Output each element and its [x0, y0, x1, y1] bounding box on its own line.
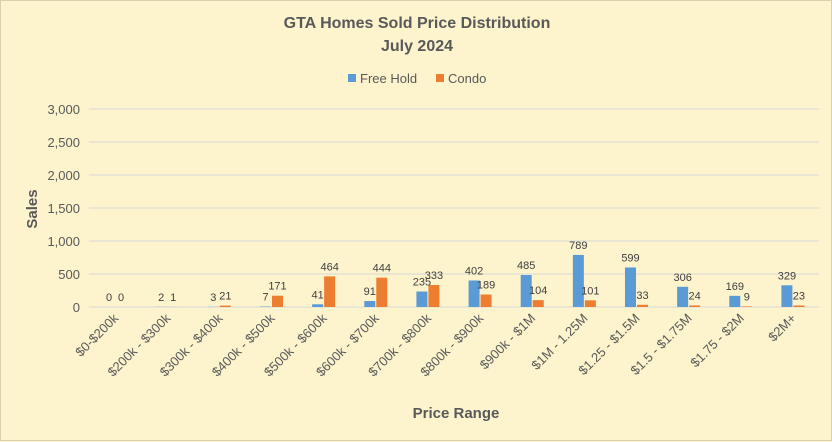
data-label: 0: [118, 292, 124, 304]
y-tick-label: 2,000: [47, 168, 80, 183]
bar-condo: [481, 295, 492, 307]
chart-title: GTA Homes Sold Price Distribution: [284, 15, 551, 32]
x-category-label: $2M+: [765, 311, 799, 345]
legend-swatch-condo: [436, 74, 444, 82]
data-label: 104: [529, 285, 547, 297]
bar-condo: [376, 278, 387, 307]
bar-condo: [324, 276, 335, 307]
legend-swatch-free-hold: [348, 74, 356, 82]
y-axis-title: Sales: [24, 189, 41, 228]
bar-free-hold: [625, 267, 636, 307]
data-label: 21: [219, 291, 231, 303]
y-axis-ticks: 0 500 1,000 1,500 2,000 2,500 3,000: [47, 102, 80, 315]
data-label: 41: [312, 289, 324, 301]
legend-label-condo: Condo: [448, 71, 486, 86]
data-label: 306: [673, 272, 691, 284]
y-tick-label: 2,500: [47, 135, 80, 150]
y-tick-label: 500: [58, 267, 80, 282]
data-label: 333: [425, 270, 443, 282]
data-label: 1: [170, 292, 176, 304]
data-label: 789: [569, 240, 587, 252]
data-label: 444: [373, 263, 391, 275]
data-label: 33: [636, 290, 648, 302]
bar-condo: [689, 305, 700, 307]
data-label: 485: [517, 260, 535, 272]
data-label: 189: [477, 280, 495, 292]
data-label: 7: [262, 292, 268, 304]
data-label: 599: [621, 252, 639, 264]
legend: Free Hold Condo: [348, 71, 486, 86]
data-label: 3: [210, 292, 216, 304]
bar-condo: [637, 305, 648, 307]
y-tick-label: 1,500: [47, 201, 80, 216]
bar-free-hold: [781, 285, 792, 307]
y-tick-label: 3,000: [47, 102, 80, 117]
y-tick-label: 0: [73, 300, 80, 315]
bar-free-hold: [416, 291, 427, 307]
bar-condo: [585, 300, 596, 307]
bar-free-hold: [729, 296, 740, 307]
x-axis-title: Price Range: [413, 405, 500, 422]
legend-label-free-hold: Free Hold: [360, 71, 417, 86]
bar-condo: [741, 306, 752, 307]
chart-subtitle: July 2024: [381, 38, 453, 55]
bar-free-hold: [364, 301, 375, 307]
x-category-label: $0-$200k: [72, 310, 121, 359]
data-label: 0: [106, 292, 112, 304]
data-label: 23: [793, 290, 805, 302]
data-label: 402: [465, 265, 483, 277]
bar-free-hold: [312, 304, 323, 307]
data-label: 9: [744, 291, 750, 303]
bar-condo: [793, 305, 804, 307]
data-label: 101: [581, 285, 599, 297]
bar-free-hold: [677, 287, 688, 307]
data-label: 464: [320, 261, 338, 273]
data-label: 171: [268, 281, 286, 293]
bar-condo: [272, 296, 283, 307]
bar-condo: [533, 300, 544, 307]
x-axis-categories: $0-$200k$200k - $300k$300k - $400k$400k …: [72, 310, 799, 379]
data-label: 169: [726, 281, 744, 293]
gridlines: [89, 109, 819, 307]
data-label: 329: [778, 270, 796, 282]
x-category-label: $1.75 - $2M: [687, 311, 747, 371]
data-label: 24: [689, 290, 701, 302]
y-tick-label: 1,000: [47, 234, 80, 249]
data-label: 91: [364, 286, 376, 298]
bar-condo: [220, 306, 231, 307]
bar-free-hold: [573, 255, 584, 307]
data-label: 2: [158, 292, 164, 304]
